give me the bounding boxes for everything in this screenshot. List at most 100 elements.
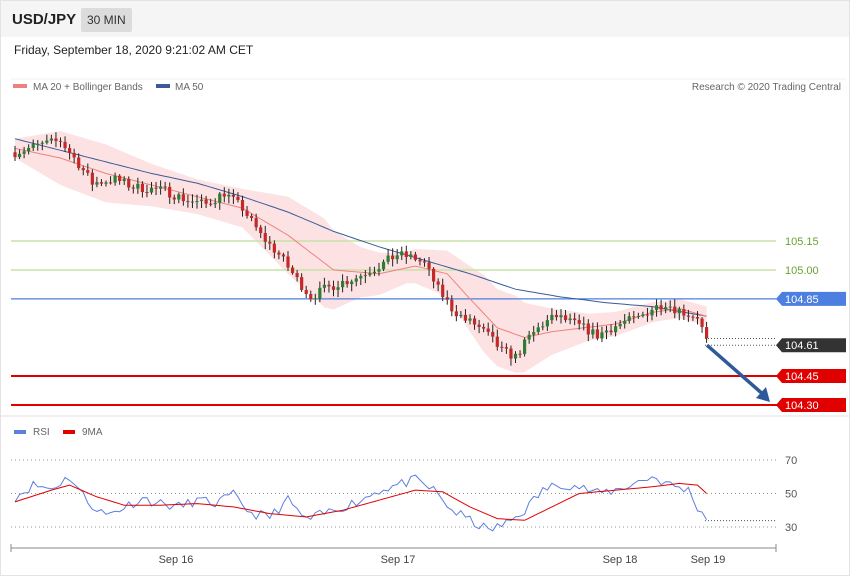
candle-body-56 bbox=[268, 241, 272, 244]
candle-body-34 bbox=[168, 186, 172, 198]
candle-body-6 bbox=[40, 142, 44, 144]
candle-body-59 bbox=[281, 254, 286, 257]
candle-body-81 bbox=[381, 261, 386, 270]
candle-body-1 bbox=[17, 153, 22, 158]
candle-body-31 bbox=[154, 187, 158, 189]
candle-body-20 bbox=[104, 182, 108, 184]
candle-body-86 bbox=[404, 251, 408, 258]
level-label-2: 104.85 bbox=[785, 294, 819, 306]
candle-body-149 bbox=[691, 316, 695, 318]
candle-body-29 bbox=[145, 192, 149, 194]
candle-body-88 bbox=[413, 254, 417, 260]
candle-body-94 bbox=[441, 284, 445, 298]
candle-body-111 bbox=[518, 353, 522, 355]
candle-body-118 bbox=[550, 314, 554, 321]
candle-body-99 bbox=[463, 314, 468, 321]
candle-body-39 bbox=[190, 201, 195, 203]
candle-body-91 bbox=[427, 262, 431, 269]
candle-body-37 bbox=[181, 194, 185, 202]
candle-body-115 bbox=[536, 327, 540, 333]
candle-body-114 bbox=[532, 332, 536, 335]
candle-body-104 bbox=[486, 328, 490, 332]
candle-body-53 bbox=[254, 217, 258, 228]
candle-body-136 bbox=[632, 316, 636, 318]
level-box-2 bbox=[776, 291, 846, 306]
rsi-level-label-1: 50 bbox=[785, 489, 797, 501]
candle-body-105 bbox=[491, 331, 495, 337]
candle-body-70 bbox=[331, 286, 336, 290]
candle-body-73 bbox=[345, 280, 349, 285]
candle-body-89 bbox=[418, 259, 422, 262]
candle-body-10 bbox=[58, 140, 63, 142]
candle-body-137 bbox=[636, 315, 640, 317]
candle-body-92 bbox=[432, 268, 436, 282]
candle-body-15 bbox=[81, 168, 85, 171]
x-tick-label-1: Sep 17 bbox=[381, 554, 416, 566]
candle-body-125 bbox=[582, 323, 586, 325]
x-tick-label-2: Sep 18 bbox=[603, 554, 638, 566]
rsi-lines bbox=[14, 474, 776, 532]
candle-body-128 bbox=[595, 329, 599, 339]
candle-body-151 bbox=[700, 318, 704, 328]
candle-body-97 bbox=[454, 311, 458, 317]
candle-body-4 bbox=[31, 144, 35, 148]
x-tick-label-0: Sep 16 bbox=[159, 554, 194, 566]
legend-rsi-label: RSI bbox=[33, 427, 50, 438]
candle-body-3 bbox=[27, 147, 31, 152]
candle-body-152 bbox=[705, 327, 709, 339]
x-axis: Sep 16 Sep 17 Sep 18 Sep 19 bbox=[10, 544, 777, 566]
candle-body-93 bbox=[436, 281, 440, 285]
bollinger-band bbox=[15, 131, 707, 373]
pair-title: USD/JPY bbox=[12, 11, 77, 28]
candle-body-49 bbox=[236, 196, 240, 200]
chart-header: USD/JPY 30 MIN bbox=[1, 1, 849, 37]
candle-body-83 bbox=[391, 255, 395, 260]
candle-body-79 bbox=[372, 271, 377, 274]
candle-body-141 bbox=[654, 305, 659, 310]
candle-body-123 bbox=[573, 318, 577, 321]
level-label-5: 104.30 bbox=[785, 400, 819, 412]
rsi-level-label-2: 30 bbox=[785, 522, 797, 534]
candle-body-68 bbox=[322, 284, 326, 288]
candle-body-119 bbox=[554, 314, 559, 318]
candle-body-62 bbox=[295, 273, 299, 278]
candle-body-78 bbox=[368, 273, 372, 276]
candle-body-150 bbox=[695, 317, 700, 319]
rsi-ma-path bbox=[14, 482, 707, 521]
timeframe-badge[interactable]: 30 MIN bbox=[81, 8, 132, 32]
candle-body-76 bbox=[359, 276, 363, 279]
candle-body-46 bbox=[222, 193, 226, 197]
candle-body-85 bbox=[400, 251, 404, 256]
candle-body-127 bbox=[591, 329, 595, 335]
candle-body-14 bbox=[77, 157, 81, 169]
candle-body-66 bbox=[313, 298, 317, 300]
candle-body-64 bbox=[304, 289, 308, 295]
candle-body-32 bbox=[159, 186, 163, 189]
candle-body-133 bbox=[618, 323, 622, 327]
level-label-1: 105.00 bbox=[785, 265, 819, 277]
candle-body-9 bbox=[54, 138, 58, 141]
candle-body-8 bbox=[49, 138, 53, 141]
candle-body-124 bbox=[577, 320, 581, 324]
candle-body-23 bbox=[118, 175, 122, 182]
candle-body-52 bbox=[250, 215, 254, 218]
candle-body-139 bbox=[645, 314, 650, 316]
candle-body-120 bbox=[559, 315, 563, 318]
candle-body-18 bbox=[95, 182, 99, 185]
candle-body-98 bbox=[459, 314, 463, 317]
forecast-arrow bbox=[705, 343, 770, 402]
candle-body-145 bbox=[673, 306, 677, 314]
candle-body-100 bbox=[468, 318, 472, 321]
candle-body-147 bbox=[682, 309, 686, 316]
rsi-levels: 70 50 30 bbox=[11, 455, 797, 534]
candle-body-2 bbox=[22, 151, 26, 154]
candle-body-43 bbox=[209, 203, 213, 205]
legend-9ma-label: 9MA bbox=[82, 427, 103, 438]
candle-body-72 bbox=[341, 280, 345, 288]
level-labels: 105.15 105.00 104.85 104.61 104.45 104.30 bbox=[776, 236, 846, 412]
candle-body-106 bbox=[495, 336, 499, 347]
candle-body-102 bbox=[477, 324, 481, 327]
candle-body-41 bbox=[199, 199, 204, 202]
candle-body-16 bbox=[86, 170, 90, 173]
